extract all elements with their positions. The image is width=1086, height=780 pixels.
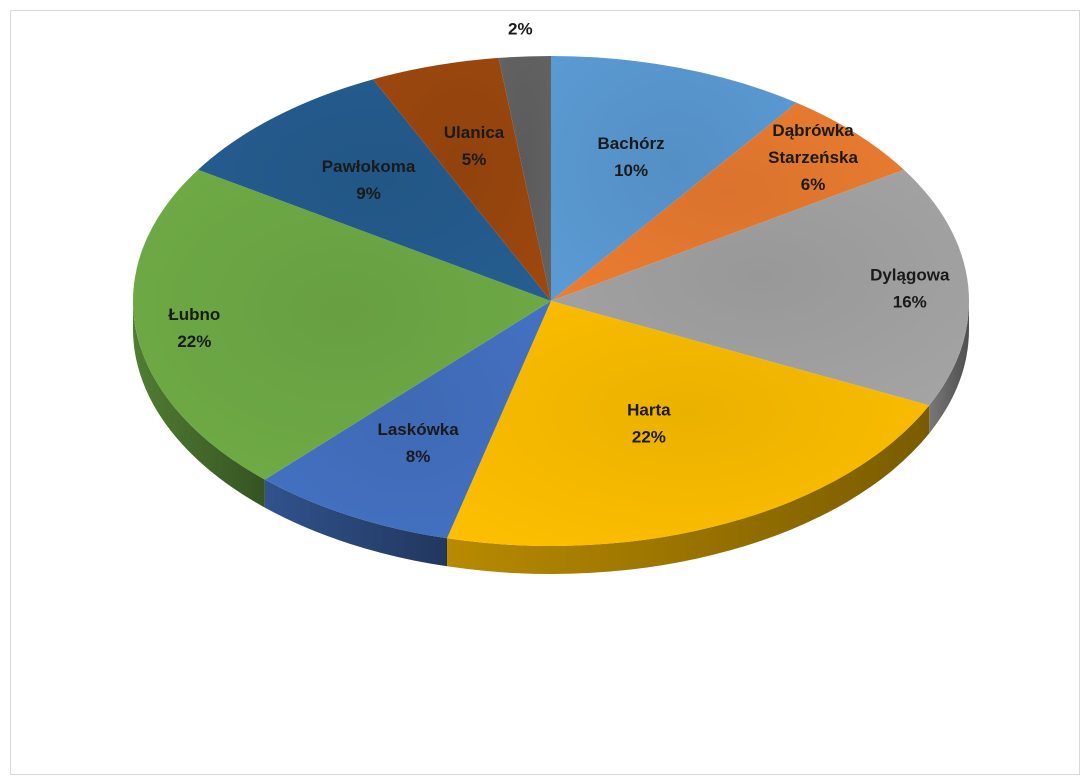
pie-side-laskowka (264, 479, 448, 567)
pie-side-harta (447, 405, 930, 574)
pie-chart: Bachórz 10% Dąbrówka Starzeńska 6% Dylągowa 16… (133, 11, 969, 574)
pie-labels: Bachórz 10% Dąbrówka Starzeńska 6% Dylągowa 16… (168, 11, 950, 466)
chart-frame: Bachórz 10% Dąbrówka Starzeńska 6% Dylągowa 16… (10, 10, 1080, 775)
pie-slice-laskowka[interactable] (264, 301, 551, 539)
data-label-dabrowka-starzenska: Dąbrówka Starzeńska 6% (768, 121, 858, 194)
pie-slice-harta[interactable] (447, 301, 930, 546)
data-label-pawlokoma: Pawłokoma 9% (322, 157, 416, 203)
pie-side-lubno (133, 301, 265, 508)
pie-top (133, 56, 969, 546)
data-label-harta: Harta 22% (627, 400, 671, 446)
pie-slice-wyreby[interactable] (498, 56, 551, 301)
data-label-bachorz: Bachórz 10% (598, 134, 665, 180)
pie-slice-lubno[interactable] (133, 169, 552, 480)
pie-side-dylagowa (929, 301, 969, 434)
pie-sides (133, 301, 969, 574)
pie-slice-ulanica[interactable] (373, 57, 551, 301)
data-label-wyreby: Wyręby2% (490, 11, 552, 38)
pie-slice-dabrowka-starzenska[interactable] (551, 102, 904, 301)
data-label-laskowka: Laskówka 8% (377, 420, 459, 466)
data-label-lubno: Łubno 22% (168, 305, 220, 351)
data-label-ulanica: Ulanica 5% (444, 123, 505, 169)
data-label-dylagowa: Dylągowa 16% (870, 265, 950, 311)
pie-slice-bachorz[interactable] (551, 56, 797, 301)
pie-slice-pawlokoma[interactable] (198, 79, 551, 301)
pie-slice-dylagowa[interactable] (551, 169, 969, 406)
